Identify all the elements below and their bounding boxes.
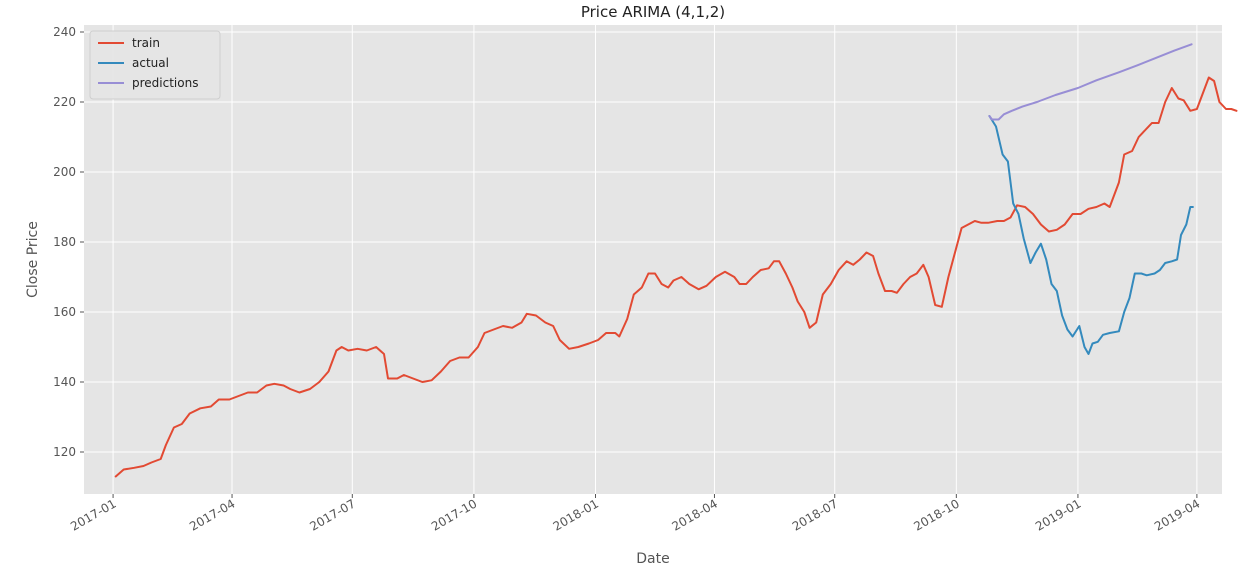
- y-tick-label: 160: [53, 305, 76, 319]
- legend-label-train: train: [132, 36, 160, 50]
- x-tick-label: 2017-04: [187, 496, 237, 533]
- y-tick-label: 140: [53, 375, 76, 389]
- y-tick-label: 180: [53, 235, 76, 249]
- chart-title: Price ARIMA (4,1,2): [581, 3, 725, 21]
- x-tick-label: 2018-04: [670, 496, 720, 533]
- y-axis-label: Close Price: [25, 221, 41, 298]
- y-tick-label: 200: [53, 165, 76, 179]
- series-layer: [114, 43, 1238, 478]
- x-axis-label: Date: [636, 551, 669, 567]
- x-tick-label: 2018-07: [790, 496, 840, 533]
- series-line-predictions: [988, 43, 1193, 121]
- y-tick-label: 240: [53, 25, 76, 39]
- legend-label-actual: actual: [132, 56, 169, 70]
- legend-label-predictions: predictions: [132, 76, 198, 90]
- grid: [84, 25, 1222, 494]
- x-tick-label: 2018-10: [911, 496, 961, 533]
- legend: train actual predictions: [89, 30, 221, 100]
- x-tick-label: 2017-07: [307, 496, 357, 533]
- y-tick-label: 220: [53, 95, 76, 109]
- y-tick-label: 120: [53, 445, 76, 459]
- x-tick-label: 2019-04: [1152, 496, 1202, 533]
- x-tick-label: 2018-01: [551, 496, 601, 533]
- x-tick-label: 2017-01: [68, 496, 118, 533]
- plot-background: [84, 25, 1222, 494]
- series-line-train: [114, 76, 1238, 478]
- x-tick-label: 2019-01: [1033, 496, 1083, 533]
- series-line-actual: [988, 115, 1194, 355]
- x-tick-label: 2017-10: [429, 496, 479, 533]
